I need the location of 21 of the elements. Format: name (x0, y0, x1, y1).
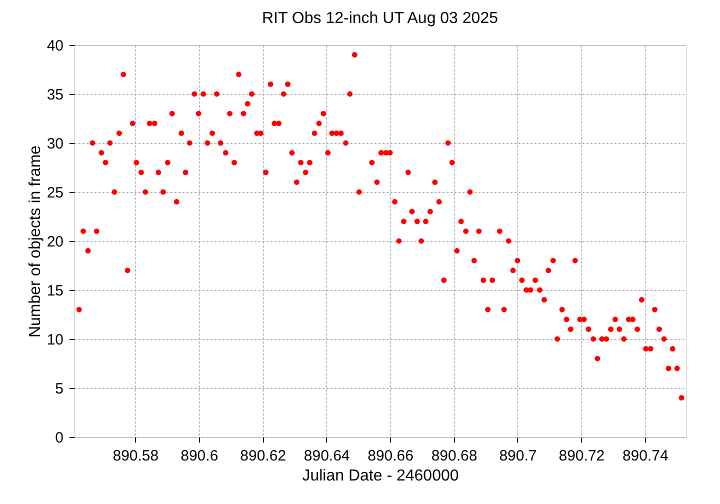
y-tick-label: 35 (46, 86, 64, 104)
x-axis-title: Julian Date - 2460000 (302, 468, 459, 484)
x-tick-label: 890.68 (431, 448, 478, 464)
x-tick-label: 890.58 (112, 448, 159, 464)
y-tick-label: 0 (55, 430, 64, 446)
y-tick-label: 30 (46, 136, 64, 152)
x-tick-label: 890.62 (240, 448, 286, 464)
x-tick-label: 890.64 (304, 448, 350, 464)
y-axis-title: Number of objects in frame (26, 145, 44, 338)
y-tick-label: 25 (46, 184, 64, 202)
y-tick-label: 40 (46, 38, 64, 54)
y-tick-label: 15 (46, 282, 64, 300)
y-tick-label: 10 (46, 332, 64, 348)
x-tick-label: 890.6 (180, 448, 218, 464)
x-tick-label: 890.66 (368, 448, 414, 464)
x-tick-label: 890.7 (499, 448, 537, 464)
chart-title: RIT Obs 12-inch UT Aug 03 2025 (262, 10, 498, 27)
y-tick-label: 5 (55, 380, 64, 398)
y-tick-label: 20 (46, 234, 64, 250)
x-tick-label: 890.72 (558, 448, 605, 464)
x-tick-label: 890.74 (622, 448, 668, 464)
